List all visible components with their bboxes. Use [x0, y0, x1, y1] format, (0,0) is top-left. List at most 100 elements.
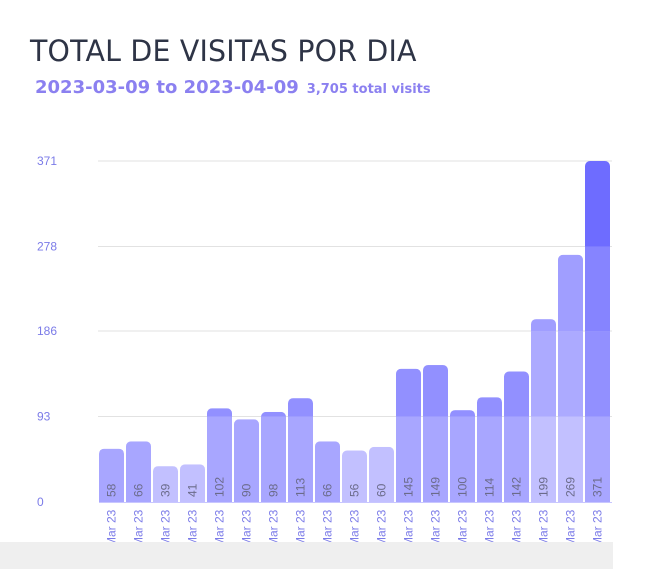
y-tick-label: 0: [37, 495, 44, 509]
x-tick-label: Mar 23: [348, 509, 362, 547]
y-tick-label: 93: [37, 410, 51, 424]
y-tick-label: 186: [37, 324, 57, 338]
bar-segment: [315, 441, 340, 502]
bar-segment: [558, 416, 583, 502]
bar-segment: [558, 254, 583, 332]
bar-segment: [207, 408, 232, 417]
bar-segment: [99, 448, 124, 502]
bar-segment: [207, 416, 232, 502]
x-tick-label: Mar 23: [483, 509, 497, 547]
x-tick-label: Mar 23: [132, 509, 146, 547]
bar-segment: [261, 411, 286, 417]
bar-data-label: 66: [321, 483, 335, 497]
x-tick-label: Mar 23: [240, 509, 254, 547]
bar: [396, 368, 421, 502]
x-tick-label: Mar 23: [159, 509, 173, 547]
bar-data-label: 102: [213, 477, 227, 497]
bar-segment: [585, 331, 610, 417]
bar: [504, 371, 529, 502]
y-tick-label: 371: [37, 154, 57, 168]
x-tick-label: Mar 23: [564, 509, 578, 547]
bars: [99, 161, 612, 503]
bar-segment: [180, 464, 205, 502]
bar-segment: [531, 331, 556, 417]
bar: [261, 411, 286, 502]
bar-segment: [396, 368, 421, 417]
x-tick-label: Mar 23: [105, 509, 119, 547]
bar-segment: [531, 319, 556, 332]
y-tick-label: 278: [37, 239, 57, 253]
bar-segment: [234, 419, 259, 502]
bar-segment: [504, 416, 529, 502]
bar-data-label: 98: [267, 483, 281, 497]
grid-lines: [98, 160, 612, 418]
bar-segment: [531, 416, 556, 502]
bar-data-labels: 58 66 39 41 102 90 98 113 66 56 60 145 149 100 114 142 1…: [105, 477, 605, 497]
bar: [99, 448, 124, 502]
bar-data-label: 39: [159, 483, 173, 497]
bar-segment: [477, 416, 502, 502]
bar-segment: [558, 331, 583, 417]
bar: [288, 398, 313, 502]
x-tick-label: Mar 23: [267, 509, 281, 547]
bar-segment: [585, 161, 610, 247]
bar-data-label: 114: [483, 478, 497, 497]
bar-data-label: 113: [294, 478, 308, 497]
bar: [423, 365, 448, 502]
x-tick-label: Mar 23: [591, 509, 605, 547]
x-tick-label: Mar 23: [375, 509, 389, 547]
bar-segment: [450, 416, 475, 502]
x-tick-label: Mar 23: [321, 509, 335, 547]
bar: [369, 446, 394, 502]
bar-data-label: 371: [591, 477, 605, 497]
date-range: 2023-03-09 to 2023-04-09: [35, 77, 299, 98]
bar: [180, 464, 205, 502]
total-visits: 3,705 total visits: [306, 82, 431, 97]
bar-data-label: 66: [132, 483, 146, 497]
bar-segment: [153, 466, 178, 502]
x-tick-label: Mar 23: [510, 509, 524, 547]
x-tick-label: Mar 23: [186, 509, 200, 547]
bar-data-label: 56: [348, 483, 362, 497]
bar: [531, 319, 556, 502]
bar: [558, 254, 583, 502]
bar: [477, 397, 502, 502]
bar: [234, 419, 259, 502]
x-tick-label: Mar 23: [456, 509, 470, 547]
bar-segment: [126, 441, 151, 502]
footer-panel: [0, 542, 613, 569]
x-tick-label: Mar 23: [294, 509, 308, 547]
bar: [342, 450, 367, 502]
x-axis-ticks: Mar 23 Mar 23 Mar 23 Mar 23 Mar 23 Mar 23 Mar …: [105, 509, 605, 547]
bar-segment: [477, 397, 502, 417]
bar-segment: [369, 446, 394, 502]
bar-segment: [288, 416, 313, 502]
chart-title: TOTAL DE VISITAS POR DIA: [30, 34, 417, 68]
bar-data-label: 145: [402, 477, 416, 497]
chart-subtitle: 2023-03-09 to 2023-04-09 3,705 total visi…: [35, 77, 431, 98]
bar-segment: [342, 450, 367, 502]
bar-segment: [585, 246, 610, 332]
bar: [315, 441, 340, 502]
x-tick-label: Mar 23: [537, 509, 551, 547]
bar-data-label: 149: [429, 477, 443, 497]
bar-segment: [450, 410, 475, 417]
bar-segment: [504, 371, 529, 417]
bar-segment: [261, 416, 286, 502]
bar-data-label: 199: [537, 477, 551, 497]
bar: [126, 441, 151, 502]
bar-data-label: 142: [510, 477, 524, 497]
bar-data-label: 58: [105, 483, 119, 497]
bar-segment: [288, 398, 313, 417]
bar-data-label: 60: [375, 483, 389, 497]
bar-segment: [396, 416, 421, 502]
x-tick-label: Mar 23: [402, 509, 416, 547]
bar-segment: [423, 416, 448, 502]
bar: [207, 408, 232, 502]
bar: [585, 161, 610, 502]
x-tick-label: Mar 23: [213, 509, 227, 547]
bar-data-label: 41: [186, 483, 200, 497]
bar-segment: [585, 416, 610, 502]
bar-segment: [423, 365, 448, 417]
